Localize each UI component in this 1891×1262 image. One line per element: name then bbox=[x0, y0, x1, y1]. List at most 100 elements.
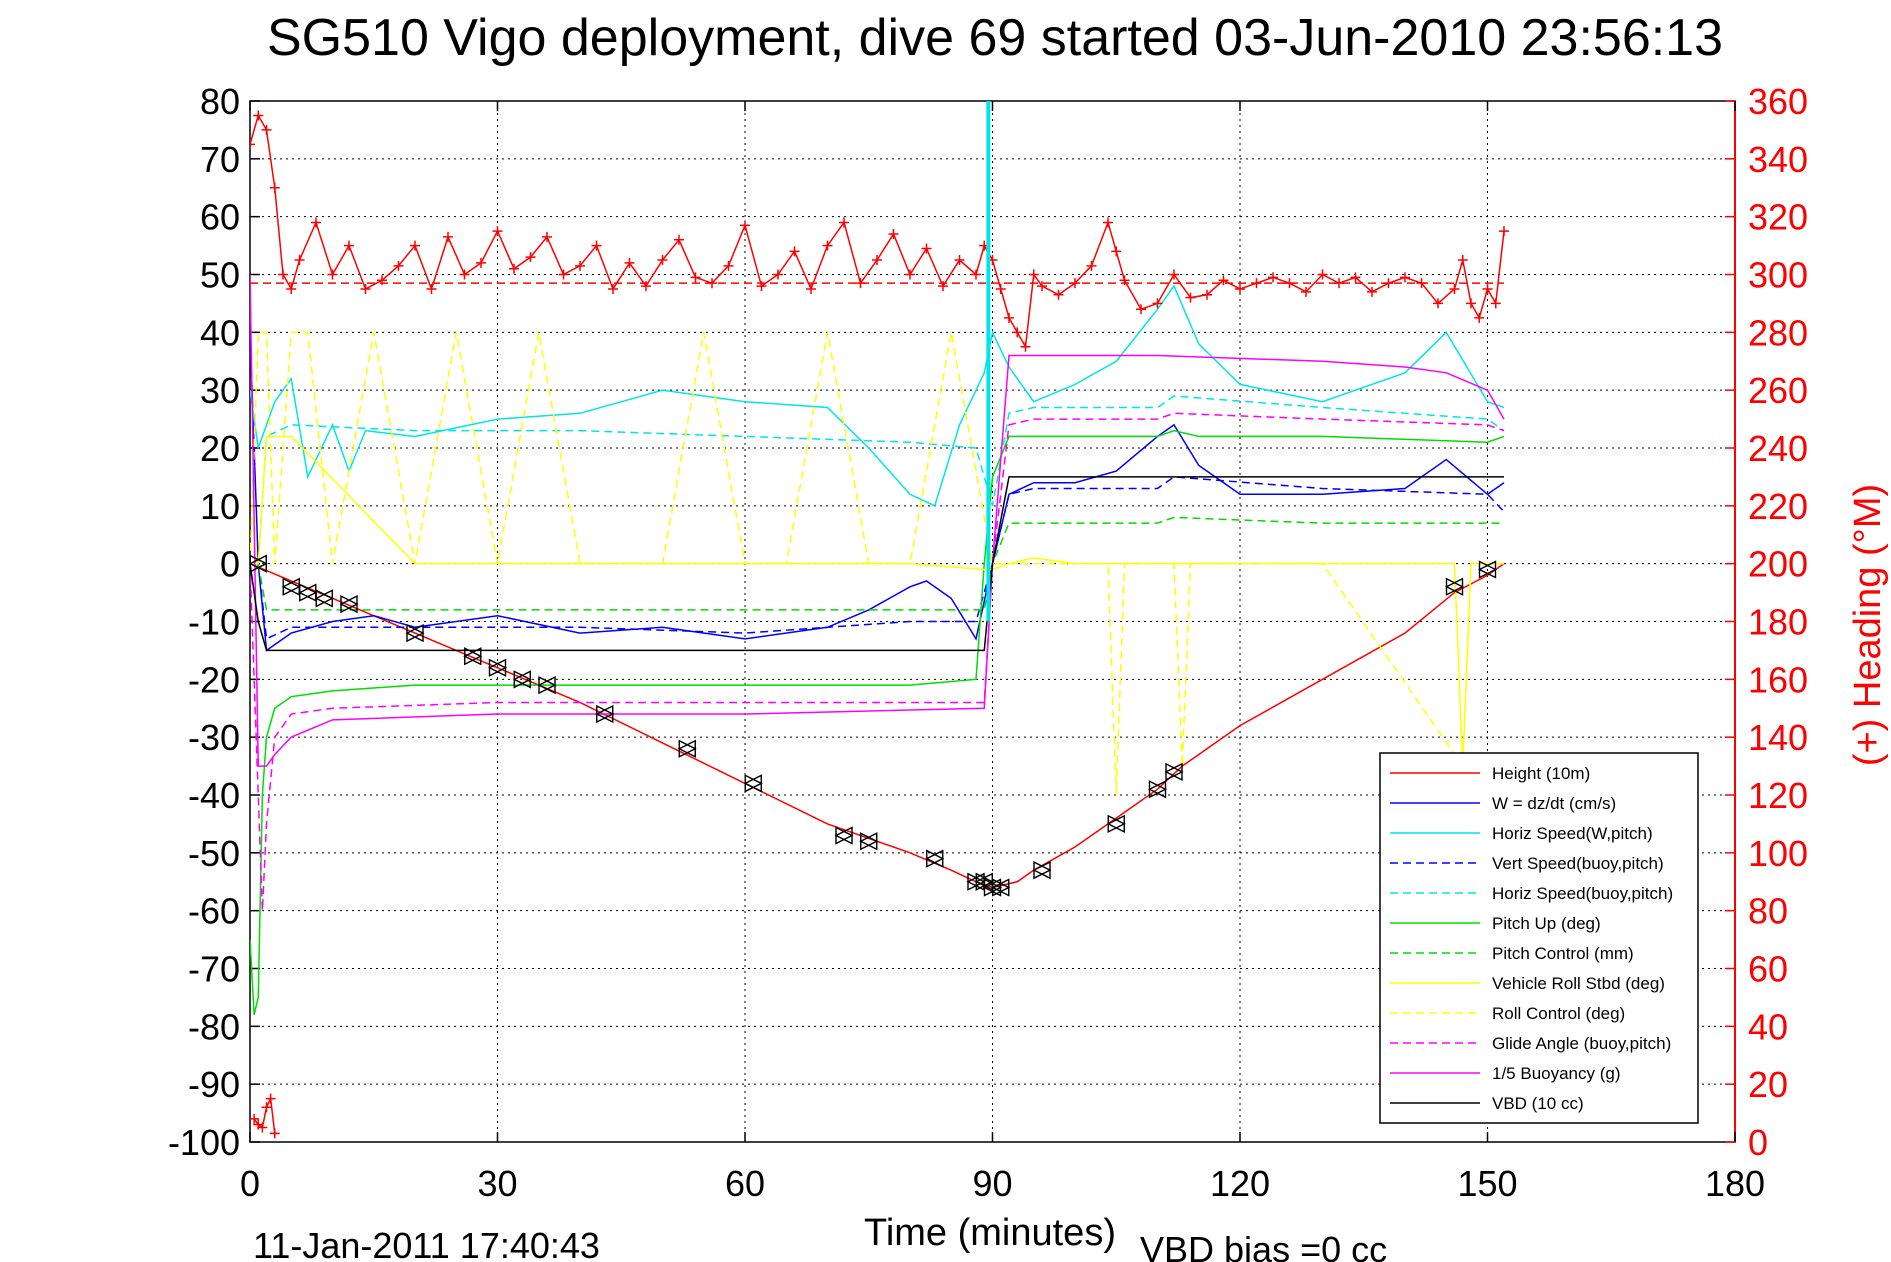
x-tick-label: 150 bbox=[1457, 1163, 1517, 1204]
y-tick-label: 30 bbox=[200, 370, 240, 411]
heading-point bbox=[476, 257, 486, 268]
x-tick-label: 120 bbox=[1210, 1163, 1270, 1204]
heading-point bbox=[822, 240, 833, 251]
x-axis-ticks: 0 30 60 90 120 150 180 bbox=[240, 101, 1765, 1204]
x-tick-label: 0 bbox=[240, 1163, 260, 1204]
x-axis-label: Time (minutes) bbox=[864, 1212, 1116, 1254]
heading-point bbox=[1367, 286, 1377, 297]
turn-marker bbox=[405, 623, 425, 643]
heading-point bbox=[1169, 269, 1179, 280]
heading-point bbox=[261, 124, 272, 135]
heading-point bbox=[1457, 255, 1468, 266]
y2-tick-label: 140 bbox=[1748, 717, 1808, 758]
turn-marker bbox=[537, 675, 557, 695]
legend-label: Vehicle Roll Stbd (deg) bbox=[1492, 974, 1665, 993]
series-vert-speed-buoy-pitch bbox=[257, 476, 1505, 640]
series-w-dz-dt-cm-s bbox=[250, 332, 1505, 652]
legend-label: Vert Speed(buoy,pitch) bbox=[1492, 854, 1664, 873]
series-1-5-buoyancy-g-line bbox=[250, 274, 1505, 767]
y2-tick-label: 80 bbox=[1748, 891, 1788, 932]
heading-point bbox=[624, 257, 635, 268]
y2-tick-label: 120 bbox=[1748, 775, 1808, 816]
legend-label: 1/5 Buoyancy (g) bbox=[1492, 1064, 1621, 1083]
series-1-5-buoyancy-g bbox=[250, 274, 1505, 767]
heading-point bbox=[1202, 289, 1212, 300]
heading-point bbox=[690, 272, 701, 283]
series-horiz-speed-w-pitch-line bbox=[250, 284, 1505, 507]
legend-label: Height (10m) bbox=[1492, 764, 1590, 783]
turn-marker bbox=[314, 589, 334, 608]
heading-point bbox=[657, 255, 668, 266]
y-tick-label: 80 bbox=[200, 81, 240, 122]
series-horiz-speed-buoy-pitch bbox=[257, 395, 1505, 564]
heading-point bbox=[1317, 269, 1328, 280]
heading-point bbox=[1111, 246, 1122, 257]
y2-tick-label: 40 bbox=[1748, 1006, 1788, 1047]
heading-point bbox=[1086, 260, 1097, 271]
heading-point bbox=[1400, 272, 1410, 283]
turn-marker bbox=[1147, 780, 1168, 799]
x-tick-label: 60 bbox=[725, 1163, 765, 1204]
footer-vbd-bias: VBD bias =0 cc bbox=[1140, 1229, 1387, 1262]
series-pitch-up-deg bbox=[250, 429, 1505, 1015]
heading-point bbox=[1053, 289, 1064, 300]
heading-point bbox=[250, 139, 255, 150]
legend-label: Horiz Speed(buoy,pitch) bbox=[1492, 884, 1673, 903]
y2-tick-label: 260 bbox=[1748, 370, 1808, 411]
series-horiz-speed-w-pitch bbox=[250, 284, 1505, 507]
turn-marker bbox=[1032, 861, 1052, 880]
heading-point bbox=[575, 260, 585, 271]
y2-tick-label: 220 bbox=[1748, 486, 1808, 527]
y2-tick-label: 0 bbox=[1748, 1122, 1768, 1163]
series-heading-low bbox=[250, 1093, 280, 1139]
series-heading-line bbox=[250, 113, 1505, 350]
legend: Height (10m) W = dz/dt (cm/s) Horiz Speed(… bbox=[1379, 752, 1699, 1124]
legend-label: Horiz Speed(W,pitch) bbox=[1492, 824, 1653, 843]
turn-marker bbox=[991, 878, 1011, 897]
series-horiz-speed-buoy-pitch-line bbox=[257, 395, 1505, 564]
series-glide-angle-buoy-pitch-line bbox=[250, 412, 1505, 911]
heading-point bbox=[1499, 226, 1509, 237]
y2-tick-label: 340 bbox=[1748, 139, 1808, 180]
heading-point bbox=[1103, 217, 1113, 228]
turn-markers bbox=[250, 554, 1498, 897]
series-pitch-up-deg-line bbox=[250, 429, 1505, 1015]
y-tick-label: 20 bbox=[200, 428, 240, 469]
y-tick-label: 60 bbox=[200, 197, 240, 238]
heading-point bbox=[426, 283, 437, 294]
heading-point bbox=[459, 269, 470, 280]
turn-marker bbox=[1477, 560, 1498, 579]
heading-point bbox=[360, 283, 371, 294]
heading-point bbox=[1235, 283, 1245, 294]
series-roll-control-deg bbox=[250, 331, 1504, 796]
heading-point bbox=[253, 110, 264, 121]
series-vehicle-roll-stbd-deg bbox=[250, 435, 1504, 767]
heading-point bbox=[509, 263, 519, 274]
heading-point bbox=[257, 1122, 268, 1133]
heading-point bbox=[591, 240, 602, 251]
heading-point bbox=[443, 231, 453, 242]
series-roll-control-deg-line bbox=[250, 331, 1504, 796]
heading-point bbox=[393, 260, 404, 271]
heading-point bbox=[1350, 272, 1361, 283]
turn-marker bbox=[1106, 814, 1126, 834]
heading-point bbox=[344, 240, 354, 251]
legend-label: Glide Angle (buoy,pitch) bbox=[1492, 1034, 1671, 1053]
heading-point bbox=[410, 240, 420, 251]
series-layer bbox=[250, 101, 1509, 1139]
legend-label: Pitch Up (deg) bbox=[1492, 914, 1601, 933]
turn-marker bbox=[595, 704, 615, 724]
y-tick-label: -100 bbox=[168, 1122, 240, 1163]
series-pitch-control-mm bbox=[257, 516, 1504, 611]
heading-point bbox=[888, 229, 899, 240]
series-vehicle-roll-stbd-deg-line bbox=[250, 435, 1504, 767]
y2-tick-label: 280 bbox=[1748, 312, 1808, 353]
turn-marker bbox=[463, 647, 483, 666]
heading-point bbox=[1152, 298, 1163, 309]
heading-point bbox=[1028, 269, 1039, 280]
legend-label: Pitch Control (mm) bbox=[1492, 944, 1634, 963]
x-tick-label: 180 bbox=[1705, 1163, 1765, 1204]
heading-point bbox=[608, 283, 618, 294]
y-tick-label: -60 bbox=[188, 891, 240, 932]
